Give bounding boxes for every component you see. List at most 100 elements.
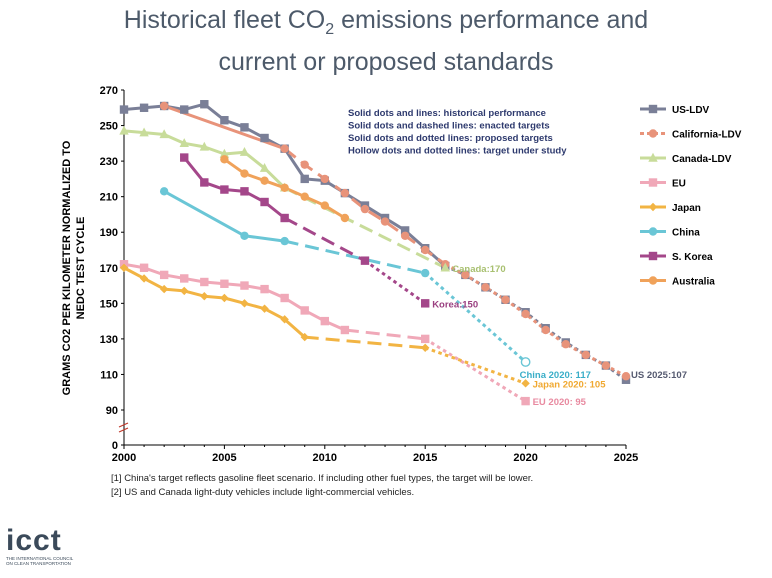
data-point: [240, 187, 249, 196]
legend-marker: [648, 178, 658, 187]
y-tick-label: 150: [100, 298, 118, 310]
data-point: [180, 286, 189, 296]
data-point: [180, 274, 189, 283]
y-tick-label: 210: [100, 192, 118, 204]
data-point: [400, 231, 410, 240]
end-label: China 2020: 117: [520, 370, 591, 381]
data-point: [461, 270, 470, 280]
data-point: [240, 169, 249, 178]
y-tick-label: 170: [100, 263, 118, 275]
series-line-japan: [424, 346, 527, 385]
series-line-eu: [123, 262, 346, 332]
data-point: [440, 262, 450, 272]
data-point: [139, 274, 149, 283]
data-point: [260, 133, 269, 143]
data-point: [520, 357, 531, 367]
data-point: [200, 178, 209, 187]
legend-marker: [648, 227, 658, 236]
series-line-s-korea: [364, 259, 427, 305]
series-line-china: [424, 271, 527, 364]
data-point: [240, 231, 249, 240]
y-tick-label: 0: [112, 440, 118, 452]
legend-label: Japan: [672, 203, 701, 214]
data-point: [220, 279, 229, 288]
series-line-eu: [424, 337, 527, 403]
data-point: [260, 304, 269, 313]
chart-note: Solid dots and dashed lines: enacted tar…: [348, 121, 550, 132]
chart-note: Solid dots and lines: historical perform…: [348, 108, 546, 119]
x-tick-label: 2020: [513, 452, 537, 464]
chart-title: Historical fleet CO2 emissions performan…: [0, 4, 772, 78]
data-point: [421, 299, 430, 308]
logo-subtitle: THE INTERNATIONAL COUNCIL ON CLEAN TRANS…: [6, 556, 74, 566]
data-point: [300, 192, 309, 201]
data-point: [280, 213, 289, 223]
data-point: [200, 277, 209, 287]
data-point: [219, 148, 230, 158]
end-label: Korea:150: [432, 299, 478, 310]
series-line-california-ldv: [444, 262, 627, 378]
data-point: [300, 306, 309, 315]
data-point: [320, 174, 329, 184]
y-tick-label: 190: [100, 227, 118, 239]
data-point: [581, 350, 591, 360]
logo-wordmark: icct: [6, 524, 62, 557]
legend-label: China: [672, 228, 700, 239]
data-point: [621, 372, 631, 381]
data-point: [260, 284, 269, 294]
data-point: [320, 201, 329, 210]
data-point: [300, 160, 309, 169]
legend-label: EU: [672, 179, 686, 190]
data-point: [601, 361, 611, 370]
data-point: [220, 293, 229, 303]
legend-marker: [648, 276, 658, 285]
legend-label: US-LDV: [672, 105, 710, 116]
data-point: [521, 309, 530, 319]
title-line-1-post: emissions performance and: [334, 6, 649, 34]
axis-break-mark: [118, 427, 129, 433]
data-point: [300, 174, 309, 184]
data-point: [159, 284, 169, 294]
data-point: [280, 315, 289, 324]
chart-note: Hollow dots and dotted lines: target und…: [348, 146, 567, 157]
data-point: [340, 213, 350, 223]
data-point: [501, 295, 510, 304]
data-point: [180, 153, 189, 162]
data-point: [340, 325, 350, 335]
data-point: [280, 144, 289, 153]
data-point: [320, 316, 329, 326]
data-point: [260, 197, 269, 207]
data-point: [119, 125, 129, 135]
data-point: [159, 270, 169, 280]
y-axis-label-line-2: NEDC TEST CYCLE: [75, 217, 87, 320]
legend-marker: [648, 129, 658, 138]
legend-label: S. Korea: [672, 252, 713, 263]
title-line-1-pre: Historical fleet CO: [123, 6, 326, 34]
data-point: [340, 188, 350, 198]
data-point: [300, 332, 309, 342]
end-label: Canada:170: [452, 264, 505, 275]
data-point: [220, 185, 229, 194]
title-subscript: 2: [325, 21, 335, 38]
data-point: [561, 340, 570, 349]
chart-note: Solid dots and dotted lines: proposed ta…: [348, 133, 553, 144]
data-point: [521, 379, 530, 388]
series-line-eu: [344, 328, 426, 341]
y-tick-label: 90: [106, 405, 118, 417]
x-tick-label: 2015: [413, 452, 437, 464]
data-point: [200, 292, 209, 301]
data-point: [139, 103, 149, 112]
data-point: [200, 100, 209, 109]
axis-break-mark: [118, 422, 129, 428]
icct-logo: icct THE INTERNATIONAL COUNCIL ON CLEAN …: [6, 524, 76, 567]
series-line-s-korea: [283, 216, 366, 262]
y-tick-label: 130: [100, 334, 118, 346]
data-point: [421, 245, 430, 255]
legend-marker: [648, 152, 658, 162]
y-tick-label: 110: [100, 369, 118, 381]
data-point: [280, 236, 289, 246]
data-point: [421, 334, 430, 344]
data-point: [260, 176, 269, 185]
data-point: [400, 226, 410, 235]
x-tick-label: 2000: [112, 452, 136, 464]
